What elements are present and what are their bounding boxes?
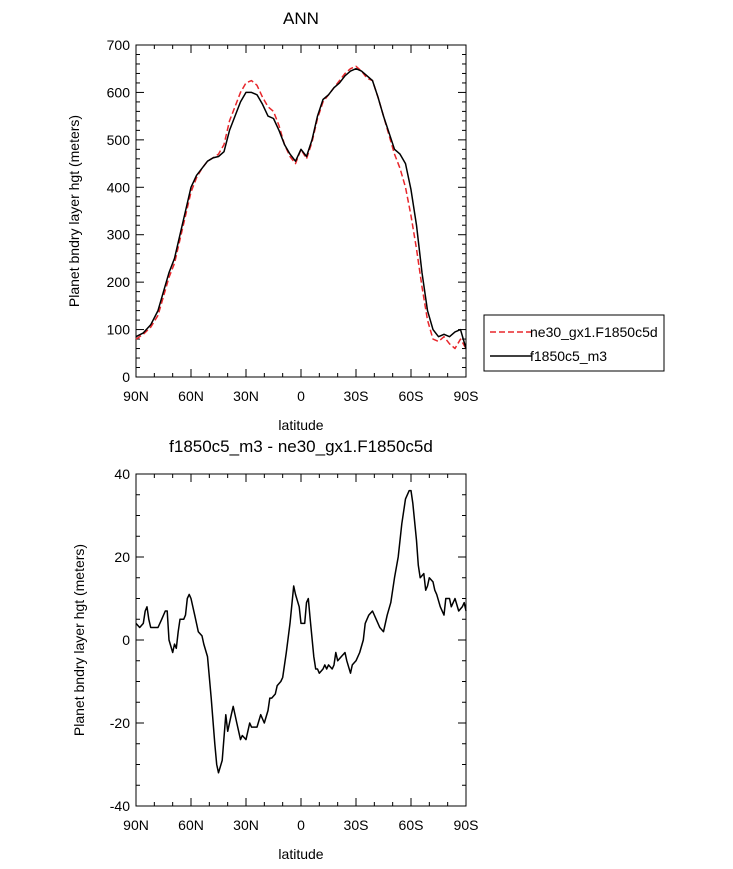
series-line-f1850c5-m3 bbox=[135, 67, 467, 349]
y-tick-label: 100 bbox=[107, 322, 131, 338]
y-tick-label: 300 bbox=[107, 227, 131, 243]
y-tick-label: -40 bbox=[110, 798, 130, 814]
y-tick-label: 20 bbox=[114, 549, 130, 565]
bottom-series-lines bbox=[135, 489, 467, 774]
y-tick-label: 40 bbox=[114, 466, 130, 482]
bottom-y-axis-label: Planet bndry layer hgt (meters) bbox=[71, 544, 87, 736]
x-tick-label: 90N bbox=[123, 388, 149, 404]
y-tick-label: 0 bbox=[122, 369, 130, 385]
legend: ne30_gx1.F1850c5d f1850c5_m3 bbox=[483, 314, 665, 372]
top-y-axis-label: Planet bndry layer hgt (meters) bbox=[66, 115, 82, 307]
series-line-difference bbox=[135, 489, 467, 774]
x-tick-label: 0 bbox=[297, 388, 305, 404]
x-tick-label: 60N bbox=[178, 817, 204, 833]
y-tick-label: 0 bbox=[122, 632, 130, 648]
y-tick-label: -20 bbox=[110, 715, 130, 731]
x-tick-label: 60S bbox=[399, 388, 424, 404]
top-x-ticks: 90N 60N 30N 0 30S 60S 90S bbox=[123, 45, 478, 404]
x-tick-label: 0 bbox=[297, 817, 305, 833]
top-x-axis-label: latitude bbox=[278, 417, 323, 433]
top-panel: ANN 90N 60N 30N 0 30S 60S 90S 0 100 200 300 400 500… bbox=[66, 9, 665, 433]
bottom-chart-title: f1850c5_m3 - ne30_gx1.F1850c5d bbox=[169, 437, 433, 456]
bottom-plot-frame bbox=[135, 473, 467, 807]
top-y-ticks: 0 100 200 300 400 500 600 700 bbox=[107, 37, 466, 385]
y-tick-label: 400 bbox=[107, 179, 131, 195]
x-tick-label: 60S bbox=[399, 817, 424, 833]
x-tick-label: 60N bbox=[178, 388, 204, 404]
x-tick-label: 90S bbox=[454, 388, 479, 404]
bottom-x-ticks: 90N 60N 30N 0 30S 60S 90S bbox=[123, 474, 478, 833]
y-tick-label: 600 bbox=[107, 84, 131, 100]
top-chart-title: ANN bbox=[283, 9, 319, 28]
x-tick-label: 30S bbox=[344, 388, 369, 404]
legend-label-ne30: ne30_gx1.F1850c5d bbox=[530, 324, 658, 340]
x-tick-label: 30S bbox=[344, 817, 369, 833]
x-tick-label: 90S bbox=[454, 817, 479, 833]
legend-box bbox=[483, 314, 665, 372]
x-tick-label: 30N bbox=[233, 817, 259, 833]
x-tick-label: 30N bbox=[233, 388, 259, 404]
bottom-y-ticks: -40 -20 0 20 40 bbox=[110, 466, 466, 814]
bottom-x-axis-label: latitude bbox=[278, 846, 323, 862]
x-tick-label: 90N bbox=[123, 817, 149, 833]
bottom-panel: f1850c5_m3 - ne30_gx1.F1850c5d 90N 60N 30N… bbox=[71, 437, 478, 862]
y-tick-label: 200 bbox=[107, 274, 131, 290]
y-tick-label: 700 bbox=[107, 37, 131, 53]
top-series-lines bbox=[135, 65, 467, 350]
legend-label-f1850c5: f1850c5_m3 bbox=[530, 348, 607, 364]
series-line-ne30-gx1-f1850c5d bbox=[135, 65, 467, 350]
y-tick-label: 500 bbox=[107, 132, 131, 148]
